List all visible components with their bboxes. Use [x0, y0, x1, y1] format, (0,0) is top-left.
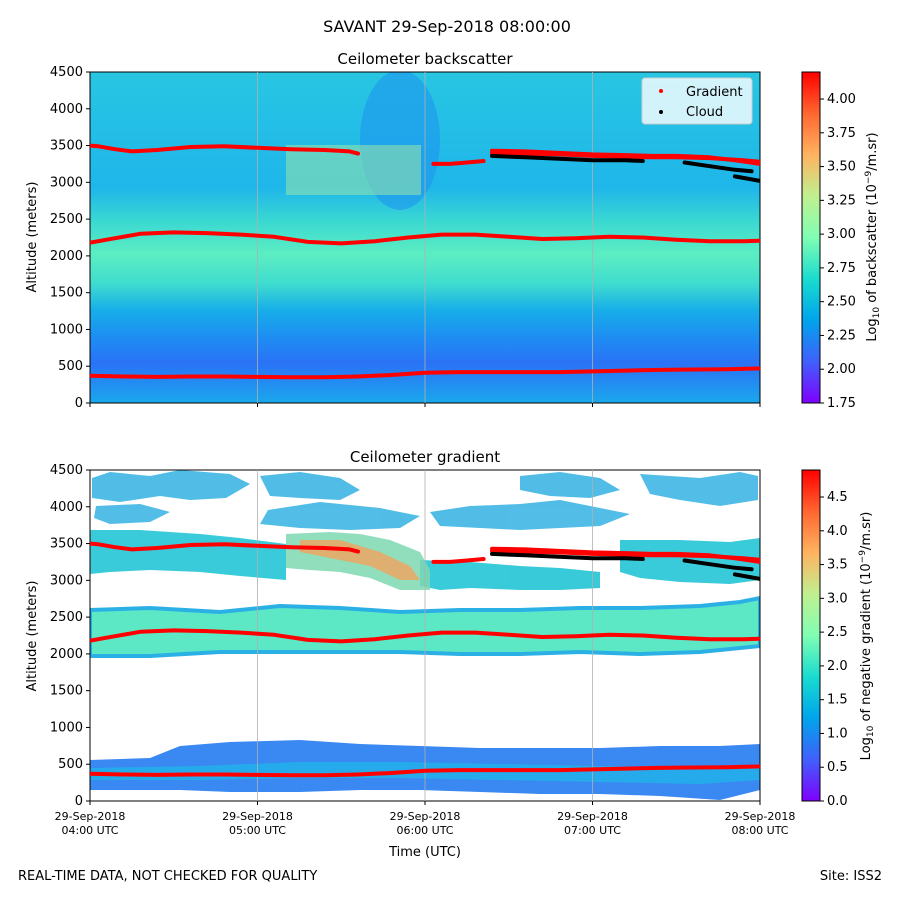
backscatter-title: Ceilometer backscatter — [337, 50, 513, 68]
figure-suptitle: SAVANT 29-Sep-2018 08:00:00 — [323, 17, 571, 36]
legend: Gradient Cloud — [641, 77, 753, 125]
y-tick-label: 3500 — [50, 139, 83, 154]
cloud-base-series — [682, 558, 754, 572]
colorbar-tick-label: 2.25 — [827, 328, 856, 343]
y-tick-label: 2500 — [50, 212, 83, 227]
gradient-layer-series — [90, 628, 760, 644]
y-tick-label: 4500 — [50, 65, 83, 80]
gradient-colorbar-label: Log10 of negative gradient (10−9/m.sr) — [858, 512, 876, 761]
colorbar-tick-label: 3.5 — [827, 558, 848, 573]
colorbar-tick-label: 0.5 — [827, 760, 848, 775]
backscatter-colorbar-label: Log10 of backscatter (10−9/m.sr) — [864, 132, 882, 341]
y-tick-label: 2500 — [50, 610, 83, 625]
x-tick-label-date: 29-Sep-2018 — [222, 810, 293, 823]
backscatter-x-axis — [89, 403, 761, 407]
legend-gradient-label: Gradient — [686, 85, 743, 100]
y-tick-label: 2000 — [50, 249, 83, 264]
gradient-y-axis: 0 500 1000 1500 2000 2500 3000 3500 4000 4500 — [50, 463, 90, 809]
x-tick-label-date: 29-Sep-2018 — [557, 810, 628, 823]
y-tick-label: 4000 — [50, 500, 83, 515]
x-tick-label-time: 07:00 UTC — [564, 824, 621, 837]
colorbar-tick-label: 2.00 — [827, 362, 856, 377]
gradient-xlabel: Time (UTC) — [388, 845, 461, 860]
y-tick-label: 3500 — [50, 537, 83, 552]
y-tick-label: 0 — [75, 794, 83, 809]
y-tick-label: 1000 — [50, 322, 83, 337]
backscatter-markers — [90, 143, 760, 380]
legend-box — [641, 77, 753, 125]
backscatter-panel: Ceilometer backscatter 0 500 1000 1500 2000 2… — [25, 50, 882, 411]
y-tick-label: 3000 — [50, 573, 83, 588]
backscatter-colorbar — [801, 71, 821, 404]
gradient-layer-series — [90, 366, 760, 380]
backscatter-ylabel: Altitude (meters) — [25, 182, 40, 293]
legend-cloud-swatch — [659, 110, 663, 114]
colorbar-tick-label: 3.50 — [827, 160, 856, 175]
gradient-layer-series — [490, 546, 760, 564]
gradient-layer-series — [90, 143, 360, 156]
colorbar-tick-label: 2.75 — [827, 261, 856, 276]
y-tick-label: 500 — [58, 757, 83, 772]
colorbar-tick-label: 3.0 — [827, 591, 848, 606]
x-tick-label-time: 08:00 UTC — [731, 824, 788, 837]
colorbar-tick-label: 1.5 — [827, 693, 848, 708]
colorbar-tick-label: 3.25 — [827, 193, 856, 208]
colorbar-tick-label: 1.0 — [827, 726, 848, 741]
backscatter-y-axis: 0 500 1000 1500 2000 2500 3000 3500 4000 4500 — [50, 65, 90, 411]
colorbar-tick-label: 2.5 — [827, 625, 848, 640]
x-tick-label-time: 04:00 UTC — [61, 824, 118, 837]
y-tick-label: 1500 — [50, 286, 83, 301]
colorbar-tick-label: 4.0 — [827, 524, 848, 539]
colorbar-tick-label: 4.00 — [827, 92, 856, 107]
gradient-layer-series — [90, 764, 760, 778]
x-tick-label-date: 29-Sep-2018 — [55, 810, 126, 823]
colorbar-tick-label: 4.5 — [827, 490, 848, 505]
gradient-ylabel: Altitude (meters) — [25, 581, 40, 692]
y-tick-label: 4500 — [50, 463, 83, 478]
y-tick-label: 0 — [75, 396, 83, 411]
gradient-layer-series — [490, 148, 760, 166]
gradient-colorbar — [801, 469, 821, 802]
cloud-base-series — [732, 572, 760, 581]
cloud-base-series — [682, 160, 754, 174]
colorbar-tick-label: 0.0 — [827, 794, 848, 809]
gradient-layer-series — [431, 159, 486, 166]
cloud-base-series — [490, 153, 645, 163]
gradient-upper-patches — [92, 470, 758, 530]
quality-disclaimer: REAL-TIME DATA, NOT CHECKED FOR QUALITY — [18, 869, 318, 884]
x-tick-label-date: 29-Sep-2018 — [390, 810, 461, 823]
gradient-layer-series — [431, 557, 486, 564]
gradient-colorbar-ticks: 0.0 0.5 1.0 1.5 2.0 2.5 3.0 3.5 4.0 4.5 — [820, 490, 848, 809]
gradient-layer-series — [90, 230, 760, 246]
y-tick-label: 3000 — [50, 175, 83, 190]
cloud-base-series — [490, 551, 645, 561]
gradient-layer-series — [90, 541, 360, 554]
gradient-markers — [90, 541, 760, 778]
colorbar-tick-label: 1.75 — [827, 396, 856, 411]
legend-cloud-label: Cloud — [686, 105, 723, 120]
colorbar-tick-label: 2.50 — [827, 295, 856, 310]
y-tick-label: 500 — [58, 359, 83, 374]
x-tick-label-time: 06:00 UTC — [396, 824, 453, 837]
cloud-base-series — [732, 174, 760, 183]
gradient-title: Ceilometer gradient — [350, 448, 500, 466]
backscatter-colorbar-ticks: 1.75 2.00 2.25 2.50 2.75 3.00 3.25 3.50 3.75 4.00 — [820, 92, 856, 411]
gradient-panel: Ceilometer gradient — [25, 448, 876, 860]
y-tick-label: 2000 — [50, 647, 83, 662]
site-label: Site: ISS2 — [819, 869, 882, 884]
legend-gradient-swatch — [659, 89, 663, 93]
colorbar-tick-label: 3.00 — [827, 227, 856, 242]
colorbar-tick-label: 2.0 — [827, 659, 848, 674]
y-tick-label: 4000 — [50, 102, 83, 117]
y-tick-label: 1000 — [50, 720, 83, 735]
colorbar-tick-label: 3.75 — [827, 126, 856, 141]
x-tick-label-date: 29-Sep-2018 — [725, 810, 796, 823]
x-tick-label-time: 05:00 UTC — [229, 824, 286, 837]
y-tick-label: 1500 — [50, 684, 83, 699]
